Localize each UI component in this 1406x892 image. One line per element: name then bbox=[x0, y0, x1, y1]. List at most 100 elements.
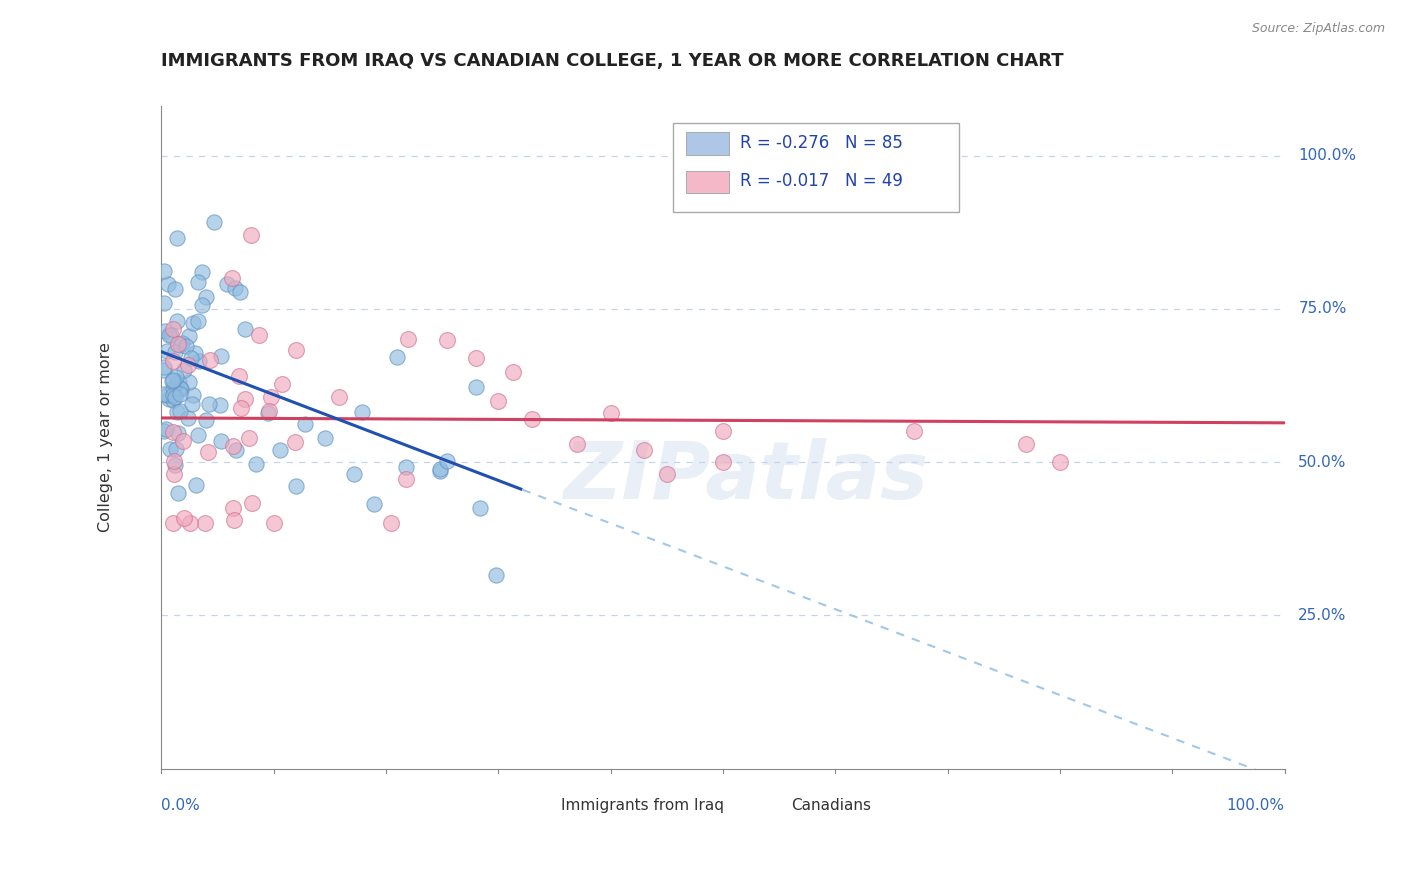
Point bbox=[162, 392, 184, 407]
Point bbox=[202, 215, 225, 229]
Point bbox=[1015, 436, 1038, 450]
Point bbox=[429, 462, 451, 476]
Text: R = -0.276   N = 85: R = -0.276 N = 85 bbox=[740, 134, 903, 152]
Point bbox=[152, 264, 174, 278]
Point bbox=[465, 379, 488, 393]
Point bbox=[180, 397, 202, 411]
Point bbox=[229, 401, 252, 416]
Point bbox=[436, 333, 458, 347]
Point bbox=[173, 511, 195, 525]
Point bbox=[156, 387, 179, 401]
Point bbox=[181, 316, 204, 330]
Point bbox=[260, 390, 283, 404]
Point bbox=[224, 281, 246, 295]
Point bbox=[240, 228, 263, 243]
Text: Canadians: Canadians bbox=[792, 797, 872, 813]
Bar bbox=[686, 132, 728, 155]
Point bbox=[197, 445, 219, 459]
Point bbox=[284, 435, 307, 450]
Point bbox=[263, 516, 285, 531]
Point bbox=[179, 516, 201, 531]
Point bbox=[221, 439, 243, 453]
Point bbox=[520, 412, 543, 426]
Point bbox=[162, 381, 184, 395]
Point bbox=[167, 375, 190, 389]
Point bbox=[162, 354, 184, 368]
Point bbox=[343, 467, 366, 481]
Point bbox=[177, 359, 200, 373]
Point bbox=[224, 513, 246, 527]
Point bbox=[194, 516, 217, 531]
Point bbox=[398, 333, 420, 347]
Point bbox=[486, 393, 509, 408]
Point bbox=[197, 396, 219, 410]
Point bbox=[385, 350, 408, 364]
Point bbox=[238, 431, 260, 445]
Bar bbox=[520, 795, 548, 815]
Point bbox=[194, 413, 217, 427]
Point bbox=[152, 359, 174, 374]
Text: College, 1 year or more: College, 1 year or more bbox=[97, 343, 112, 533]
Point bbox=[314, 431, 336, 445]
Text: IMMIGRANTS FROM IRAQ VS CANADIAN COLLEGE, 1 YEAR OR MORE CORRELATION CHART: IMMIGRANTS FROM IRAQ VS CANADIAN COLLEGE… bbox=[162, 52, 1064, 70]
Point bbox=[187, 353, 209, 368]
Point bbox=[157, 327, 180, 342]
Point bbox=[167, 425, 190, 440]
Point bbox=[179, 376, 201, 390]
Point bbox=[436, 453, 458, 467]
Point bbox=[363, 498, 385, 512]
Point bbox=[221, 271, 243, 285]
Point bbox=[271, 377, 294, 392]
Point bbox=[172, 335, 194, 350]
Point bbox=[257, 403, 280, 417]
Bar bbox=[751, 795, 778, 815]
Point bbox=[163, 282, 186, 296]
Point bbox=[172, 434, 194, 449]
Point bbox=[162, 322, 184, 336]
Point bbox=[181, 388, 204, 402]
Point bbox=[162, 373, 184, 387]
Point bbox=[153, 324, 176, 338]
Point bbox=[165, 458, 187, 472]
Point bbox=[166, 314, 188, 328]
Point bbox=[903, 425, 925, 439]
Point bbox=[195, 290, 218, 304]
Point bbox=[152, 296, 174, 310]
Text: 50.0%: 50.0% bbox=[1298, 455, 1347, 469]
Point bbox=[247, 328, 270, 343]
Text: 100.0%: 100.0% bbox=[1298, 148, 1357, 163]
Text: 100.0%: 100.0% bbox=[1227, 798, 1285, 814]
Point bbox=[235, 392, 257, 406]
Point bbox=[190, 265, 212, 279]
Point bbox=[170, 382, 193, 396]
Point bbox=[163, 454, 186, 468]
Point bbox=[565, 436, 588, 450]
Point bbox=[169, 381, 191, 395]
Point bbox=[155, 422, 177, 436]
Point bbox=[177, 410, 200, 425]
Point bbox=[152, 424, 174, 438]
Point bbox=[711, 455, 734, 469]
Point bbox=[152, 363, 174, 377]
Point bbox=[166, 405, 188, 419]
Point bbox=[186, 276, 208, 290]
Point bbox=[221, 501, 243, 516]
Point bbox=[169, 387, 191, 401]
Text: Immigrants from Iraq: Immigrants from Iraq bbox=[561, 797, 724, 813]
Point bbox=[165, 442, 187, 456]
Point bbox=[240, 496, 263, 510]
Point bbox=[156, 343, 179, 358]
Point bbox=[187, 313, 209, 327]
Point bbox=[159, 328, 181, 343]
Point bbox=[159, 442, 181, 457]
Point bbox=[191, 298, 214, 312]
Point bbox=[198, 352, 221, 367]
Point bbox=[284, 479, 307, 493]
Text: 75.0%: 75.0% bbox=[1298, 301, 1347, 317]
Point bbox=[711, 425, 734, 439]
FancyBboxPatch shape bbox=[672, 123, 959, 212]
Point bbox=[228, 368, 250, 383]
Point bbox=[245, 457, 267, 471]
Point bbox=[160, 374, 183, 388]
Text: R = -0.017   N = 49: R = -0.017 N = 49 bbox=[740, 172, 903, 190]
